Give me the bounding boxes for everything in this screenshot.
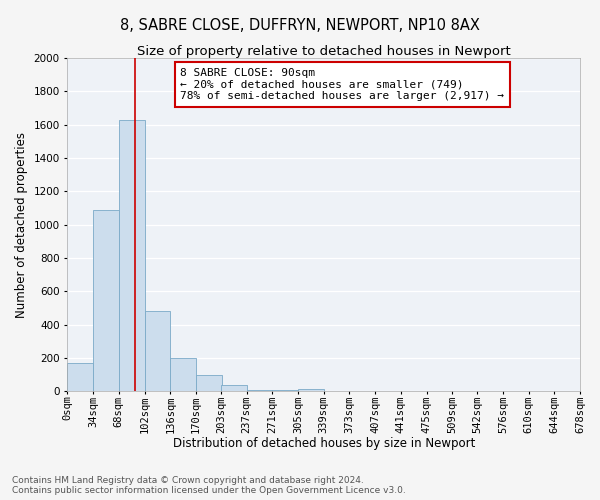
- Text: 8, SABRE CLOSE, DUFFRYN, NEWPORT, NP10 8AX: 8, SABRE CLOSE, DUFFRYN, NEWPORT, NP10 8…: [120, 18, 480, 32]
- Bar: [67, 363, 93, 391]
- Bar: [221, 384, 247, 391]
- Y-axis label: Number of detached properties: Number of detached properties: [15, 132, 28, 318]
- Bar: [247, 390, 272, 391]
- Bar: [119, 120, 145, 391]
- Title: Size of property relative to detached houses in Newport: Size of property relative to detached ho…: [137, 45, 511, 58]
- X-axis label: Distribution of detached houses by size in Newport: Distribution of detached houses by size …: [173, 437, 475, 450]
- Bar: [170, 358, 196, 391]
- Bar: [298, 388, 324, 391]
- Text: 8 SABRE CLOSE: 90sqm
← 20% of detached houses are smaller (749)
78% of semi-deta: 8 SABRE CLOSE: 90sqm ← 20% of detached h…: [180, 68, 504, 101]
- Text: Contains HM Land Registry data © Crown copyright and database right 2024.
Contai: Contains HM Land Registry data © Crown c…: [12, 476, 406, 495]
- Bar: [93, 210, 119, 391]
- Bar: [272, 390, 298, 391]
- Bar: [196, 374, 221, 391]
- Bar: [145, 311, 170, 391]
